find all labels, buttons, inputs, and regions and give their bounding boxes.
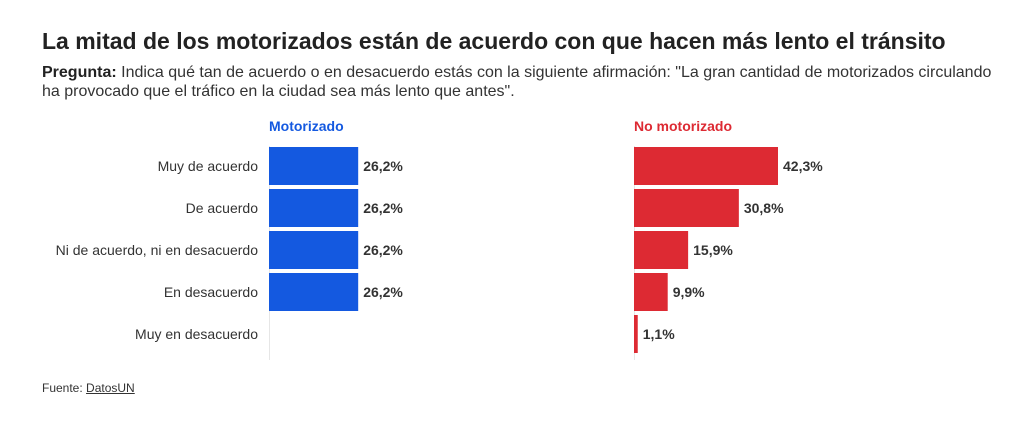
- value-label-no-motorizado: 15,9%: [693, 242, 733, 258]
- category-label: Muy en desacuerdo: [135, 326, 258, 342]
- value-label-motorizado: 26,2%: [363, 284, 403, 300]
- bar-no-motorizado: [634, 231, 689, 269]
- source-link[interactable]: DatosUN: [86, 381, 135, 395]
- bar-no-motorizado: [634, 315, 638, 353]
- bar-chart: Muy de acuerdo De acuerdo Ni de acuerdo, n…: [56, 118, 823, 360]
- value-label-motorizado: 26,2%: [363, 158, 403, 174]
- value-label-motorizado: 26,2%: [363, 242, 403, 258]
- bar-motorizado: [269, 231, 359, 269]
- bar-no-motorizado: [634, 189, 739, 227]
- value-label-no-motorizado: 1,1%: [643, 326, 675, 342]
- category-label: En desacuerdo: [164, 284, 258, 300]
- category-label: Muy de acuerdo: [158, 158, 259, 174]
- panel-title-motorizado: Motorizado: [269, 118, 344, 134]
- value-label-no-motorizado: 42,3%: [783, 158, 823, 174]
- value-label-no-motorizado: 9,9%: [673, 284, 705, 300]
- bar-no-motorizado: [634, 273, 668, 311]
- value-label-no-motorizado: 30,8%: [744, 200, 784, 216]
- panel-title-no-motorizado: No motorizado: [634, 118, 732, 134]
- question-label: Pregunta:: [42, 64, 117, 81]
- category-label: De acuerdo: [186, 200, 259, 216]
- source-note: Fuente: DatosUN: [42, 381, 135, 395]
- question-body: Indica qué tan de acuerdo o en desacuerd…: [42, 64, 992, 100]
- bar-motorizado: [269, 189, 359, 227]
- bar-motorizado: [269, 273, 359, 311]
- question-text: Pregunta: Indica qué tan de acuerdo o en…: [42, 63, 992, 101]
- value-label-motorizado: 26,2%: [363, 200, 403, 216]
- bar-no-motorizado: [634, 147, 778, 185]
- chart-title: La mitad de los motorizados están de acu…: [42, 28, 946, 54]
- category-label: Ni de acuerdo, ni en desacuerdo: [56, 242, 259, 258]
- bar-motorizado: [269, 147, 359, 185]
- source-label: Fuente:: [42, 381, 83, 395]
